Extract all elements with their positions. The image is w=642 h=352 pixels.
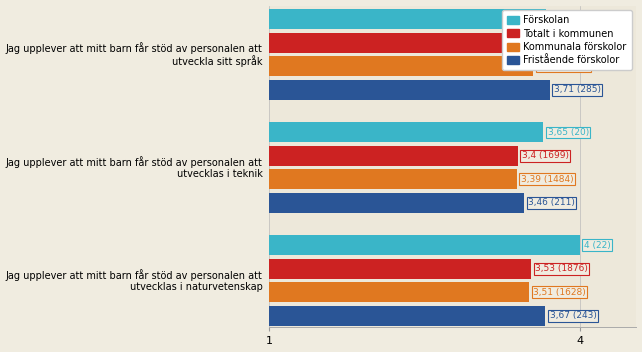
Bar xyxy=(270,306,546,326)
Bar xyxy=(270,235,580,255)
Text: 3,67 (243): 3,67 (243) xyxy=(550,311,596,320)
Text: 3,57 (2077): 3,57 (2077) xyxy=(539,38,592,48)
Text: 3,65 (20): 3,65 (20) xyxy=(548,128,589,137)
Bar xyxy=(270,282,529,302)
Bar xyxy=(270,33,535,53)
Text: 3,46 (211): 3,46 (211) xyxy=(528,198,575,207)
Text: 3,53 (1876): 3,53 (1876) xyxy=(535,264,588,273)
Legend: Förskolan, Totalt i kommunen, Kommunala förskolor, Fristående förskolor: Förskolan, Totalt i kommunen, Kommunala … xyxy=(502,11,632,70)
Text: 3,4 (1699): 3,4 (1699) xyxy=(522,151,569,160)
Bar xyxy=(270,10,546,29)
Bar xyxy=(270,169,517,189)
Bar xyxy=(270,193,524,213)
Bar xyxy=(270,56,533,76)
Text: 3,55 (1789): 3,55 (1789) xyxy=(537,62,590,71)
Bar xyxy=(270,122,543,142)
Text: 3,71 (285): 3,71 (285) xyxy=(553,85,601,94)
Text: 3,51 (1628): 3,51 (1628) xyxy=(533,288,586,297)
Text: 3,68 (22): 3,68 (22) xyxy=(551,15,592,24)
Bar xyxy=(270,259,531,279)
Text: 3,39 (1484): 3,39 (1484) xyxy=(521,175,573,184)
Bar xyxy=(270,146,517,166)
Text: 4 (22): 4 (22) xyxy=(584,241,611,250)
Bar xyxy=(270,80,550,100)
